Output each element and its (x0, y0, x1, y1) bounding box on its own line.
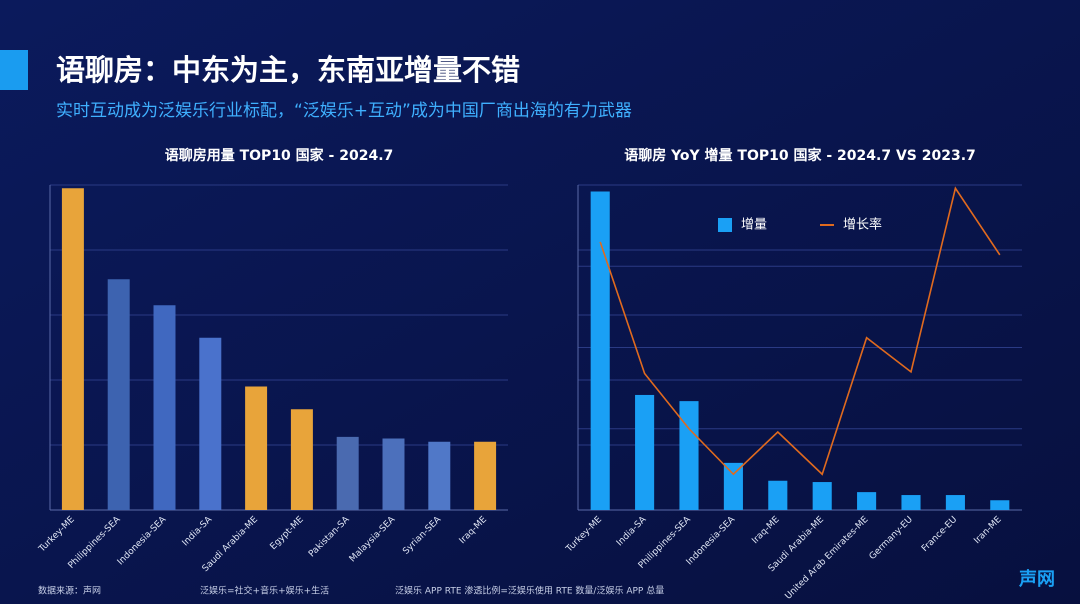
chart-title: 语聊房 YoY 增量 TOP10 国家 - 2024.7 VS 2023.7 (624, 147, 976, 164)
footnote: 数据来源：声网 (38, 585, 101, 597)
bar (474, 441, 497, 510)
legend-label: 增长率 (843, 217, 882, 233)
bar (635, 394, 655, 510)
legend-label: 增量 (741, 218, 767, 233)
bar (768, 480, 788, 510)
legend-swatch (718, 218, 732, 232)
footnote: 泛娱乐=社交+音乐+娱乐+生活 (200, 585, 329, 597)
bar (857, 492, 877, 510)
slide-title: 语聊房：中东为主，东南亚增量不错 (56, 53, 520, 87)
logo: 声网 (1018, 568, 1055, 590)
line-series (599, 186, 1001, 476)
bar (107, 279, 130, 510)
title-accent (0, 50, 28, 90)
bar (245, 386, 268, 510)
bar (199, 337, 222, 510)
bar (336, 436, 359, 510)
bar (990, 500, 1010, 510)
bar (382, 438, 405, 510)
bar (290, 409, 313, 510)
bar (723, 462, 743, 510)
bar (590, 191, 610, 510)
bar (428, 441, 451, 510)
bar (153, 305, 176, 510)
footnote: 泛娱乐 APP RTE 渗透比例=泛娱乐使用 RTE 数量/泛娱乐 APP 总量 (395, 585, 664, 597)
bar (812, 482, 832, 510)
bar (679, 401, 699, 510)
chart-title: 语聊房用量 TOP10 国家 - 2024.7 (165, 147, 394, 164)
bar (901, 495, 921, 510)
slide-subtitle: 实时互动成为泛娱乐行业标配，“泛娱乐+互动”成为中国厂商出海的有力武器 (56, 101, 632, 121)
bar (945, 495, 965, 510)
bar (61, 188, 84, 510)
